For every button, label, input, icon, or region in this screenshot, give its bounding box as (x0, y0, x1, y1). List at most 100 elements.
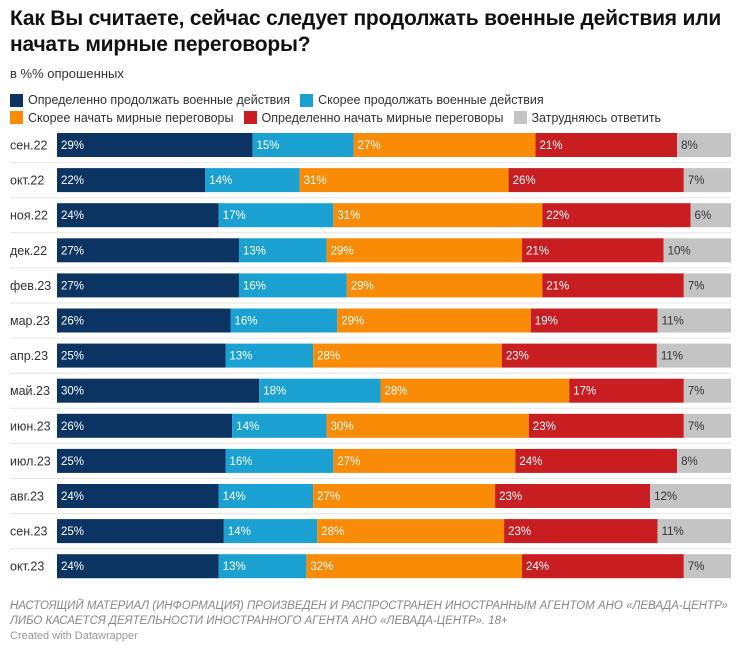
legend-item: Скорее начать мирные переговоры (10, 110, 234, 126)
legend-label: Скорее продолжать военные действия (318, 93, 544, 107)
disclaimer-line-2: ЛИБО КАСАЕТСЯ ДЕЯТЕЛЬНОСТИ ИНОСТРАННОГО … (10, 615, 508, 627)
chart-title: Как Вы считаете, сейчас следует продолжа… (10, 7, 722, 56)
disclaimer-line-1: НАСТОЯЩИЙ МАТЕРИАЛ (ИНФОРМАЦИЯ) ПРОИЗВЕД… (10, 600, 728, 612)
bar-segment (230, 308, 338, 333)
legend-label: Определенно начать мирные переговоры (261, 110, 504, 125)
legend-item: Скорее продолжать военные действия (300, 92, 544, 108)
bar-segment (232, 413, 327, 438)
bar-segment (522, 238, 664, 263)
data-label: 11% (661, 351, 683, 363)
data-label: 21% (546, 280, 569, 292)
category-label: сен.22 (10, 139, 48, 153)
data-label: 23% (499, 491, 522, 503)
bar-segment (225, 343, 314, 368)
bar-segment (317, 519, 505, 544)
category-label: авг.23 (10, 490, 44, 504)
data-label: 23% (506, 351, 529, 363)
data-label: 24% (61, 491, 84, 503)
bar-segment (677, 448, 731, 473)
bar-segment (683, 554, 731, 579)
legend-item: Определенно начать мирные переговоры (243, 110, 504, 126)
category-label: мар.23 (10, 314, 50, 328)
bar-segment (306, 554, 523, 579)
legend-label: Определенно продолжать военные действия (28, 93, 291, 107)
bar-segment (535, 133, 678, 157)
legend-swatch (243, 111, 257, 124)
bar-segment (337, 308, 531, 333)
bar-segment (313, 343, 502, 368)
bar-segment (542, 203, 691, 228)
data-label: 10% (668, 245, 691, 257)
data-label: 28% (321, 526, 344, 538)
data-label: 16% (243, 280, 266, 292)
data-label: 7% (688, 280, 705, 292)
bar-segment (522, 554, 684, 579)
bar-segment (380, 378, 570, 403)
legend: Определенно продолжать военные действия С… (10, 92, 735, 127)
bar-segment (542, 273, 684, 298)
data-label: 17% (223, 210, 246, 222)
bar-segment (326, 238, 523, 263)
data-label: 23% (508, 526, 531, 538)
category-label: сен.23 (10, 525, 48, 539)
bar-segment (683, 168, 731, 193)
data-label: 7% (688, 175, 705, 187)
data-label: 25% (61, 526, 84, 538)
data-label: 30% (331, 421, 354, 433)
data-label: 7% (688, 386, 705, 398)
bar-segment (495, 484, 651, 508)
legend-swatch (10, 93, 23, 107)
data-label: 23% (533, 421, 556, 433)
data-label: 24% (61, 210, 84, 222)
bar-segment (57, 133, 253, 157)
bar-segment (504, 519, 658, 544)
bar-segment (569, 378, 684, 403)
data-label: 29% (341, 316, 364, 328)
data-label: 29% (351, 280, 374, 292)
bar-segment (57, 519, 224, 544)
legend-item: Определенно продолжать военные действия (10, 92, 290, 108)
data-label: 25% (61, 351, 84, 363)
data-label: 16% (235, 316, 258, 328)
bar-segment (677, 133, 731, 157)
legend-label: Затрудняюсь ответить (531, 110, 662, 125)
data-label: 7% (688, 421, 705, 433)
bar-segment (326, 413, 529, 438)
bar-segment (225, 448, 334, 473)
bar-segment (252, 133, 354, 157)
data-label: 30% (61, 386, 84, 398)
credit: Created with Datawrapper (10, 630, 138, 642)
bar-segment (353, 133, 536, 157)
bar-segment (57, 238, 239, 263)
data-label: 26% (61, 316, 84, 328)
bar-segment (515, 448, 678, 473)
bar-segment (57, 343, 226, 368)
bar-segment (657, 308, 731, 333)
data-label: 12% (654, 491, 677, 503)
data-label: 31% (337, 210, 360, 222)
bar-segment (218, 554, 307, 579)
bar-segment (57, 484, 219, 508)
data-label: 13% (223, 561, 246, 573)
legend-swatch (513, 111, 527, 124)
category-label: окт.22 (10, 174, 44, 188)
category-label: ноя.22 (10, 209, 48, 223)
data-label: 27% (61, 245, 84, 257)
bar-segment (656, 343, 731, 368)
data-label: 21% (526, 245, 549, 257)
category-label: окт.23 (10, 560, 44, 574)
data-label: 11% (662, 316, 684, 328)
bar-segment (57, 378, 260, 403)
bar-segment (346, 273, 543, 298)
data-label: 29% (61, 140, 84, 152)
bar-segment (238, 273, 347, 298)
bar-segment (663, 238, 731, 263)
bar-segment (508, 168, 684, 193)
data-label: 15% (256, 140, 279, 152)
data-label: 13% (230, 351, 253, 363)
bar-segment (683, 413, 731, 438)
category-label: фев.23 (10, 279, 51, 293)
data-label: 32% (310, 561, 333, 573)
bar-segment (57, 413, 233, 438)
data-label: 14% (223, 491, 246, 503)
